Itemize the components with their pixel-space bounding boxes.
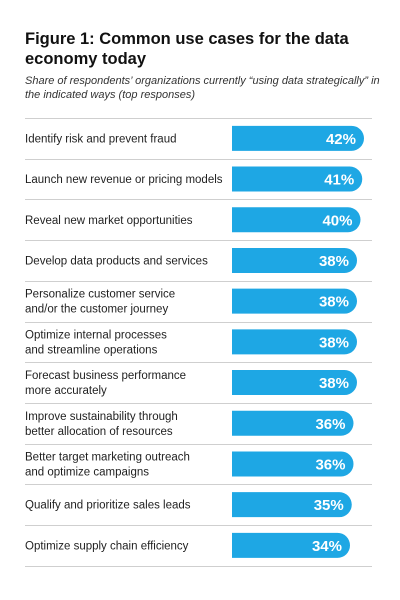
category-label-line: Optimize internal processes <box>25 329 167 341</box>
bar <box>232 329 357 355</box>
bar-row-10: Qualify and prioritize sales leads 35% <box>25 492 372 526</box>
category-label-line: Qualify and prioritize sales leads <box>25 500 191 512</box>
category-label-line: Personalize customer service <box>25 289 175 301</box>
category-label-line: Forecast business performance <box>25 370 186 382</box>
value-label: 36% <box>315 416 345 433</box>
value-label: 36% <box>315 456 345 473</box>
value-label: 38% <box>319 253 349 270</box>
category-label: Identify risk and prevent fraud <box>25 133 177 145</box>
category-label: Qualify and prioritize sales leads <box>25 500 191 512</box>
category-label-line: Better target marketing outreach <box>25 451 190 463</box>
value-label: 42% <box>326 131 356 148</box>
value-label: 38% <box>319 334 349 351</box>
bar-row-3: Reveal new market opportunities 40% <box>25 207 372 241</box>
bar-row-1: Identify risk and prevent fraud 42% <box>25 125 372 160</box>
value-label: 38% <box>319 294 349 311</box>
category-label: Develop data products and services <box>25 255 208 267</box>
bar <box>232 451 354 477</box>
category-label-line: Improve sustainability through <box>25 411 178 423</box>
category-label-line: more accurately <box>25 385 107 397</box>
bar-row-7: Forecast business performance more accura… <box>25 370 372 404</box>
bar-row-11: Optimize supply chain efficiency 34% <box>25 532 372 567</box>
category-label: Optimize internal processes and streamlin… <box>25 329 167 356</box>
bar-row-9: Better target marketing outreach and opti… <box>25 451 372 485</box>
bar <box>232 532 350 558</box>
category-label: Better target marketing outreach and opti… <box>25 451 190 478</box>
value-label: 40% <box>322 212 352 229</box>
value-label: 38% <box>319 375 349 392</box>
category-label: Reveal new market opportunities <box>25 215 193 227</box>
category-label-line: Launch new revenue or pricing models <box>25 174 223 186</box>
value-label: 41% <box>324 172 354 189</box>
bar-chart: Identify risk and prevent fraud 42% Launch… <box>25 118 372 567</box>
category-label-line: better allocation of resources <box>25 426 173 438</box>
bar <box>232 207 361 233</box>
bar <box>232 370 357 396</box>
category-label-line: and/or the customer journey <box>25 304 168 316</box>
bar <box>232 288 357 314</box>
bar <box>232 125 364 151</box>
chart-title: Figure 1: Common use cases for the data … <box>25 30 349 68</box>
bar-row-6: Optimize internal processes and streamlin… <box>25 329 372 363</box>
bar <box>232 492 352 518</box>
bar-row-2: Launch new revenue or pricing models 41% <box>25 166 372 200</box>
category-label-line: and optimize campaigns <box>25 466 149 478</box>
category-label: Forecast business performance more accura… <box>25 370 186 397</box>
value-label: 35% <box>314 497 344 514</box>
category-label-line: Develop data products and services <box>25 255 208 267</box>
bar <box>232 166 363 192</box>
category-label: Improve sustainability through better all… <box>25 411 178 438</box>
bar-row-8: Improve sustainability through better all… <box>25 410 372 445</box>
bar-row-4: Develop data products and services 38% <box>25 247 372 282</box>
value-label: 34% <box>312 538 342 555</box>
bar <box>232 410 354 436</box>
category-label-line: and streamline operations <box>25 344 158 356</box>
category-label: Personalize customer service and/or the c… <box>25 289 175 316</box>
category-label: Launch new revenue or pricing models <box>25 174 223 186</box>
category-label-line: Identify risk and prevent fraud <box>25 133 177 145</box>
category-label: Optimize supply chain efficiency <box>25 540 189 552</box>
bar <box>232 247 357 273</box>
category-label-line: Optimize supply chain efficiency <box>25 540 189 552</box>
chart-subtitle: Share of respondents’ organizations curr… <box>25 75 380 101</box>
bar-row-5: Personalize customer service and/or the c… <box>25 288 372 323</box>
category-label-line: Reveal new market opportunities <box>25 215 193 227</box>
